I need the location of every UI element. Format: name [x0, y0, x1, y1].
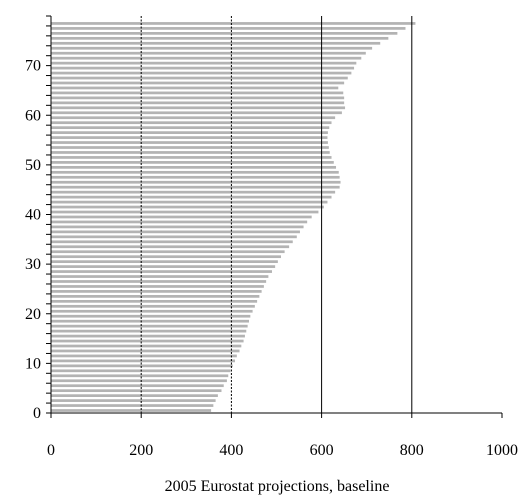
bar: [51, 170, 339, 174]
bar: [51, 354, 237, 358]
bar: [51, 200, 328, 204]
bar: [51, 250, 285, 254]
y-tick-label: 70: [25, 58, 41, 75]
bar: [51, 215, 312, 219]
bar: [51, 71, 352, 75]
bar: [51, 270, 272, 273]
y-tick-label: 60: [25, 107, 41, 124]
bar: [51, 101, 345, 105]
bar: [51, 324, 248, 328]
bar: [51, 280, 267, 283]
bar: [51, 309, 253, 313]
bar: [51, 141, 328, 144]
bar: [51, 334, 245, 338]
bar: [51, 56, 362, 60]
bar: [51, 161, 334, 164]
bar: [51, 180, 341, 184]
bar: [51, 409, 212, 412]
bar: [51, 22, 416, 25]
bar: [51, 384, 224, 388]
y-tick-label: 30: [25, 256, 41, 273]
bar: [51, 27, 406, 30]
y-tick-label: 0: [33, 405, 41, 422]
vertical-gridlines: [140, 16, 413, 413]
bar: [51, 146, 329, 149]
bar: [51, 165, 337, 169]
bar: [51, 339, 244, 343]
bar: [51, 314, 251, 318]
bar: [51, 81, 345, 85]
x-axis-ticks: 0 200 400 600 800 1000: [47, 413, 518, 459]
bar: [51, 86, 339, 90]
bar: [51, 205, 324, 209]
bar: [51, 111, 342, 115]
bar: [51, 175, 340, 179]
bar: [51, 51, 366, 55]
bar: [51, 116, 336, 120]
bar: [51, 76, 348, 80]
bar: [51, 210, 319, 214]
bar: [51, 185, 340, 189]
bar: [51, 394, 218, 397]
bar: [51, 374, 229, 378]
x-tick-label: 600: [310, 442, 334, 459]
bar: [51, 304, 255, 308]
bar: [51, 96, 345, 100]
bar: [51, 285, 264, 288]
bar: [51, 359, 236, 363]
bar: [51, 230, 300, 234]
bar: [51, 260, 278, 264]
bar-series: [51, 22, 416, 412]
bar: [51, 379, 227, 383]
bar: [51, 349, 240, 353]
x-tick-label: 800: [400, 442, 424, 459]
bar: [51, 156, 332, 159]
bar: [51, 245, 290, 249]
bar: [51, 240, 293, 244]
bar: [51, 389, 222, 393]
bar: [51, 399, 216, 402]
bar: [51, 235, 297, 239]
bar: [51, 295, 260, 298]
bar: [51, 36, 389, 40]
bar: [51, 190, 336, 194]
x-axis-title: 2005 Eurostat projections, baseline: [165, 478, 390, 495]
bar: [51, 265, 276, 268]
x-tick-label: 0: [47, 442, 55, 459]
y-tick-label: 20: [25, 306, 41, 323]
bar: [51, 121, 332, 125]
bar: [51, 220, 308, 224]
bar: [51, 275, 269, 278]
y-tick-label: 50: [25, 157, 41, 174]
bar: [51, 404, 214, 407]
x-tick-label: 1000: [486, 442, 518, 459]
bar: [51, 32, 398, 35]
bar: [51, 91, 344, 95]
bar: [51, 225, 304, 229]
bar: [51, 290, 262, 293]
bar: [51, 61, 357, 65]
bar: [51, 131, 328, 134]
bar: [51, 151, 330, 154]
bar: [51, 364, 233, 368]
bar: [51, 126, 330, 130]
bar: [51, 255, 282, 259]
y-tick-label: 10: [25, 355, 41, 372]
bar: [51, 195, 332, 199]
axes: [50, 16, 502, 414]
x-tick-label: 200: [129, 442, 153, 459]
bar: [51, 106, 346, 110]
bar: [51, 66, 355, 70]
x-tick-label: 400: [219, 442, 243, 459]
bar: [51, 136, 328, 139]
bar: [51, 41, 381, 45]
bar: [51, 344, 242, 348]
bar: [51, 319, 249, 323]
bar: [51, 46, 373, 50]
bar: [51, 299, 258, 303]
y-tick-label: 40: [25, 207, 41, 224]
bar: [51, 329, 247, 333]
y-axis-ticks: 0 10 20 30 40 50 60 70: [25, 15, 51, 422]
